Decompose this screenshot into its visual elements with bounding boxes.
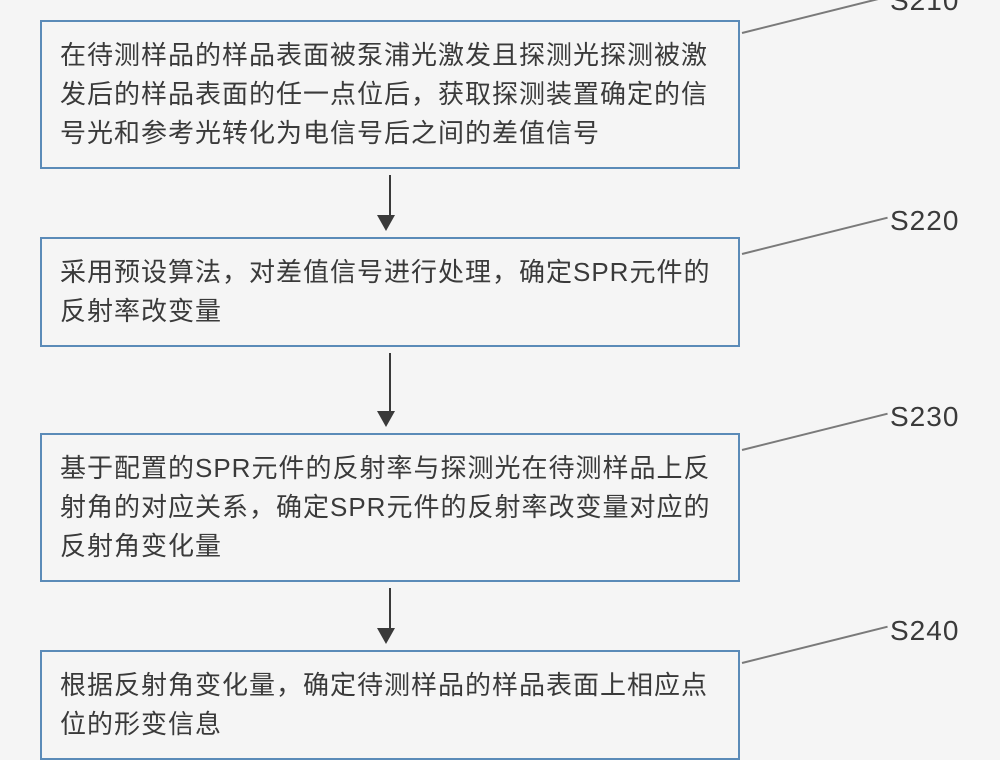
lead-line xyxy=(742,217,888,255)
arrow xyxy=(40,169,740,237)
lead-line xyxy=(742,626,888,664)
step-label: S220 xyxy=(890,205,959,237)
step-box: 基于配置的SPR元件的反射率与探测光在待测样品上反射角的对应关系，确定SPR元件… xyxy=(40,433,740,582)
lead-line xyxy=(742,413,888,451)
step-row: 根据反射角变化量，确定待测样品的样品表面上相应点位的形变信息S240 xyxy=(40,650,960,760)
step-label: S210 xyxy=(890,0,959,17)
arrow xyxy=(40,347,740,433)
step-box: 在待测样品的样品表面被泵浦光激发且探测光探测被激发后的样品表面的任一点位后，获取… xyxy=(40,20,740,169)
step-label: S240 xyxy=(890,615,959,647)
flowchart-container: 在待测样品的样品表面被泵浦光激发且探测光探测被激发后的样品表面的任一点位后，获取… xyxy=(40,20,960,760)
lead-line xyxy=(742,0,888,34)
step-row: 基于配置的SPR元件的反射率与探测光在待测样品上反射角的对应关系，确定SPR元件… xyxy=(40,433,960,582)
step-box: 根据反射角变化量，确定待测样品的样品表面上相应点位的形变信息 xyxy=(40,650,740,760)
step-label: S230 xyxy=(890,401,959,433)
arrow xyxy=(40,582,740,650)
step-row: 在待测样品的样品表面被泵浦光激发且探测光探测被激发后的样品表面的任一点位后，获取… xyxy=(40,20,960,169)
step-box: 采用预设算法，对差值信号进行处理，确定SPR元件的反射率改变量 xyxy=(40,237,740,347)
step-row: 采用预设算法，对差值信号进行处理，确定SPR元件的反射率改变量S220 xyxy=(40,237,960,347)
